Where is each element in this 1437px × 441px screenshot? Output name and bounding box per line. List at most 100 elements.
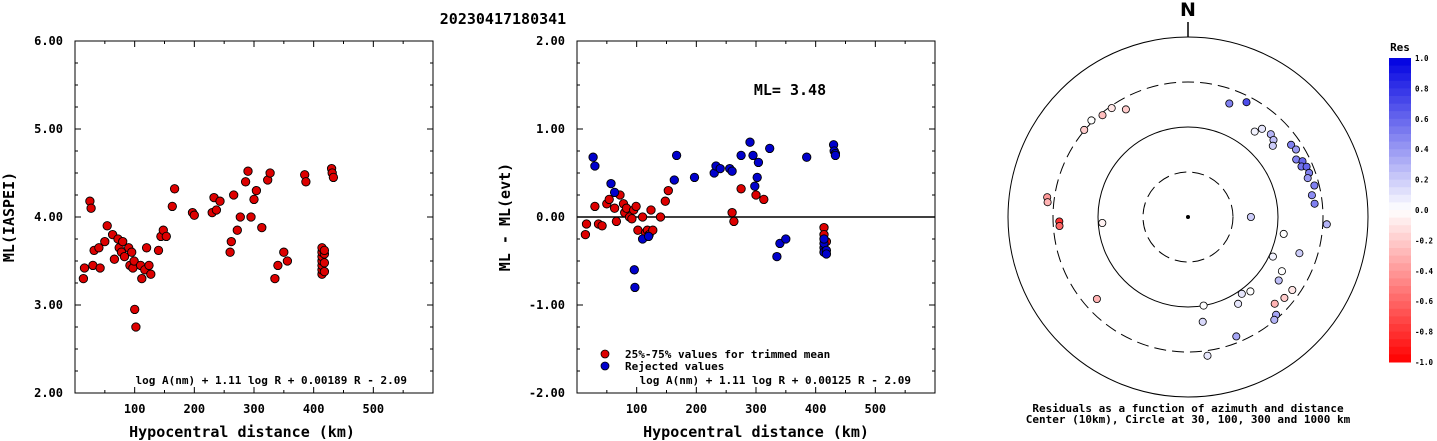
data-point [781,234,791,244]
data-point [273,260,283,271]
data-point [169,184,180,194]
data-point [119,251,130,262]
residual-point [1268,252,1277,261]
colorbar-tick-label: -1.0 [1415,358,1434,367]
colorbar-swatch [1389,103,1411,112]
colorbar-tick-label: -0.2 [1415,236,1433,245]
colorbar-swatch [1389,339,1411,348]
data-point [821,249,832,259]
colorbar-tick-label: 0.8 [1415,84,1429,93]
data-point [736,150,746,161]
residual-point [1310,181,1319,190]
formula-label: log A(nm) + 1.11 log R + 0.00125 R - 2.0… [639,374,911,387]
map-caption-line1: Residuals as a function of azimuth and d… [1032,402,1344,415]
data-point [131,322,141,332]
data-point [727,166,737,176]
colorbar-swatch [1389,164,1411,173]
data-point [609,203,620,213]
x-tick-label: 300 [243,402,265,416]
legend-marker-trimmed [600,349,610,359]
y-tick-label: 2.00 [34,386,63,400]
residual-point [1310,199,1319,208]
data-point [588,152,598,162]
colorbar-tick-label: -0.4 [1415,267,1434,276]
data-point [257,222,267,233]
legend-label-trimmed: 25%-75% values for trimmed mean [625,348,830,361]
data-point [78,273,89,284]
colorbar-swatch [1389,126,1411,135]
residual-point [1322,220,1331,229]
colorbar-swatch [1389,172,1411,181]
solid-circle-100km [1097,126,1279,308]
data-point [211,205,222,215]
x-tick-label: 100 [124,402,146,416]
data-point [772,251,782,262]
residual-point [1098,111,1107,120]
data-point [144,260,154,271]
magnitude-vs-distance-chart: 2.00 3.00 4.00 5.00 6.00 100 200 300 400 500 log … [0,34,434,441]
colorbar-swatch [1389,65,1411,74]
data-point [249,194,259,205]
residual-point [1234,299,1243,308]
colorbar-swatch [1389,301,1411,310]
colorbar-swatch [1389,232,1411,241]
colorbar-tick-label: 0.0 [1415,206,1429,215]
map-caption-line2: Center (10km), Circle at 30, 100, 300 an… [1026,413,1351,426]
y-tick-label: 0.00 [536,210,565,224]
colorbar-tick-label: -0.8 [1415,328,1434,337]
data-point [590,201,600,212]
data-point [819,234,829,244]
colorbar-swatch [1389,88,1411,97]
colorbar-swatch [1389,346,1411,355]
data-point [146,269,156,279]
data-point [637,212,648,222]
data-point [102,221,112,231]
data-point [243,166,253,176]
colorbar-swatch [1389,308,1411,317]
data-point [94,243,104,253]
x-tick-label: 300 [745,402,767,416]
residual-point [1270,299,1279,308]
figure-title: 20230417180341 [440,10,566,28]
north-label: N [1180,0,1196,21]
residual-point [1280,293,1289,302]
x-axis-label: Hypocentral distance (km) [643,423,869,441]
data-point [660,196,670,206]
data-point [118,236,128,247]
colorbar-swatch [1389,194,1411,203]
azimuth-residual-map: N Residuals as a function of azimuth and… [1007,0,1369,426]
colorbar-swatch [1389,96,1411,105]
residual-point [1225,99,1234,108]
residual-point [1258,124,1267,133]
data-point [79,263,90,273]
data-point [830,150,841,161]
data-point [753,157,764,168]
residual-colorbar: Res 1.0 0.8 0.6 0.4 0.2 0.0 -0.2 -0.4 -0.6 -0.8 -1… [1389,41,1434,367]
data-point [611,216,622,227]
residual-point [1250,127,1259,136]
data-point [729,216,739,227]
colorbar-swatch [1389,217,1411,226]
x-tick-label: 200 [183,402,205,416]
residual-point [1287,140,1296,149]
x-tick-label: 400 [805,402,827,416]
data-point [655,212,666,222]
data-point [225,247,235,257]
x-axis-label: Hypocentral distance (km) [129,423,355,441]
residual-point [1203,351,1212,360]
residual-point [1270,315,1279,324]
data-point [328,172,339,183]
data-point [141,243,152,253]
colorbar-swatch [1389,248,1411,257]
data-point [669,175,679,185]
residual-point [1246,212,1255,221]
y-tick-label: -1.00 [529,298,565,312]
data-point [748,150,758,161]
data-point [727,207,737,218]
ml-annotation: ML= 3.48 [754,81,826,99]
x-tick-label: 400 [303,402,325,416]
residual-point [1274,276,1283,285]
data-point [689,172,700,183]
colorbar-swatch [1389,240,1411,249]
residual-point [1246,287,1255,296]
